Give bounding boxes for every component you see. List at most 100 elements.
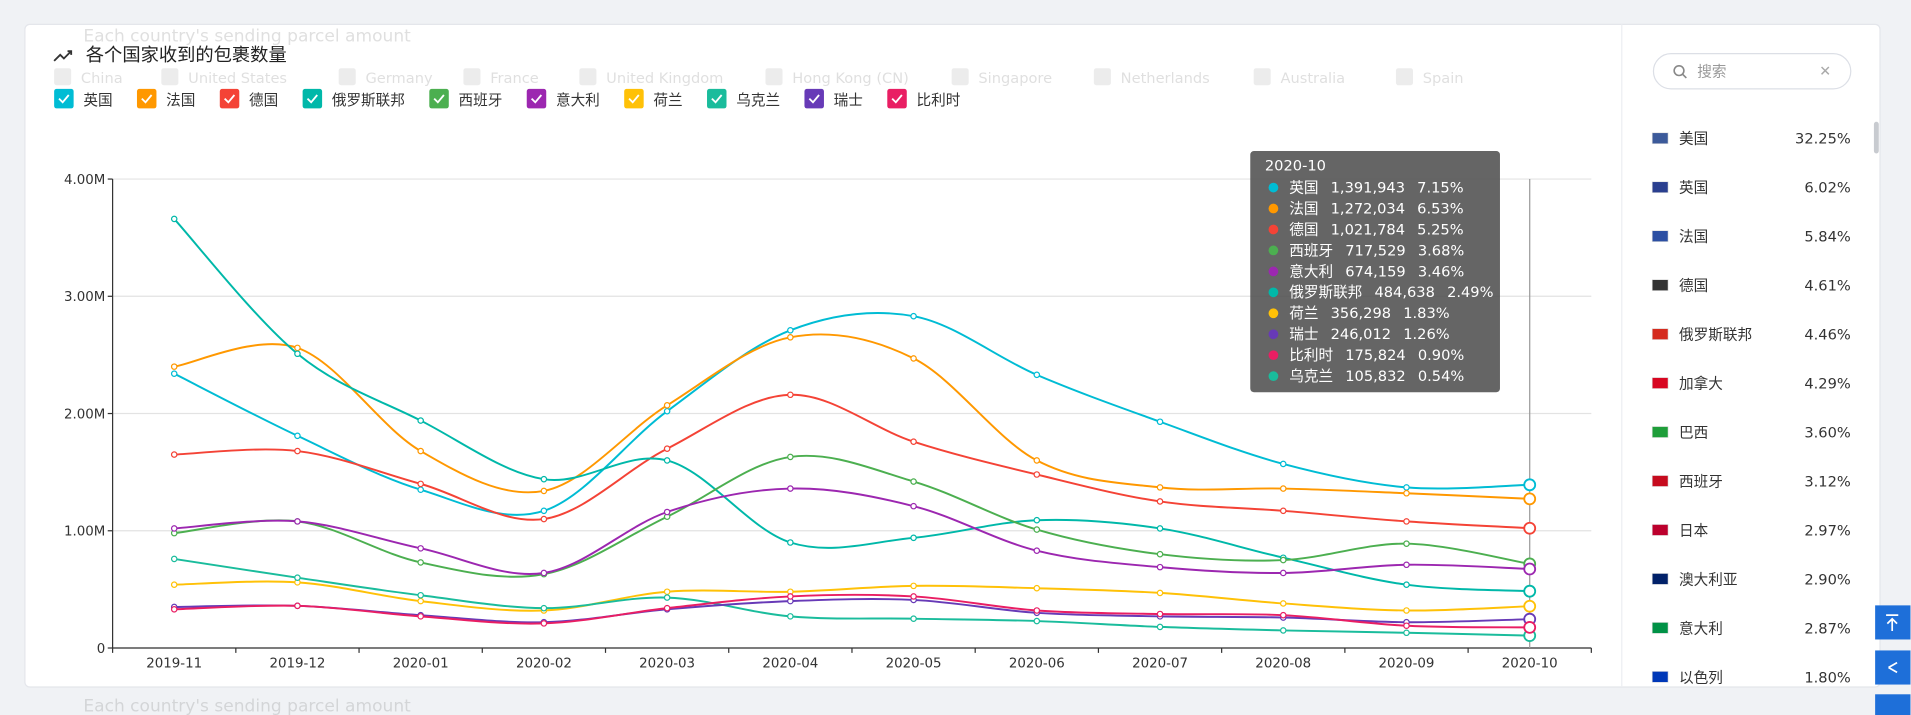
data-point	[170, 606, 178, 613]
tooltip-share: 0.90%	[1418, 347, 1465, 364]
legend-checkbox[interactable]	[526, 88, 547, 109]
check-icon	[58, 94, 70, 104]
flag	[1651, 132, 1669, 145]
data-point	[294, 344, 301, 352]
data-point	[1279, 485, 1287, 492]
y-tick-label: 0	[97, 642, 106, 657]
search-box[interactable]	[1652, 52, 1852, 90]
tooltip-share: 1.83%	[1403, 305, 1450, 322]
tooltip-name: 瑞士	[1289, 326, 1318, 343]
country-name[interactable]: 意大利	[1679, 619, 1723, 637]
ghost-legend-label: Spain	[1423, 70, 1464, 87]
data-point	[294, 447, 301, 455]
legend-checkbox[interactable]	[219, 88, 240, 109]
data-point	[910, 615, 917, 622]
data-point	[1033, 547, 1041, 554]
tooltip-share: 1.26%	[1403, 326, 1450, 343]
data-point	[910, 534, 917, 542]
data-point	[1403, 629, 1410, 637]
tooltip-row: 法国 1,272,034 6.53%	[1289, 200, 1463, 217]
legend-checkbox[interactable]	[136, 88, 157, 109]
legend-checkbox[interactable]	[624, 88, 644, 109]
data-point	[540, 507, 548, 515]
data-point	[170, 363, 178, 370]
flag	[1651, 573, 1669, 585]
data-point	[1523, 620, 1537, 634]
country-name[interactable]: 俄罗斯联邦	[1679, 327, 1752, 344]
legend-label: 意大利	[556, 91, 600, 109]
data-point	[1156, 623, 1164, 631]
country-share: 2.97%	[1804, 522, 1851, 539]
data-point	[1403, 607, 1410, 614]
more-button[interactable]	[1875, 694, 1911, 715]
x-tick-label: 2020-02	[516, 656, 572, 671]
tooltip-share: 0.54%	[1418, 368, 1465, 385]
series-line	[174, 580, 1530, 612]
legend-checkbox[interactable]	[887, 88, 907, 109]
country-name[interactable]: 德国	[1679, 277, 1708, 295]
country-share: 4.46%	[1804, 327, 1851, 344]
tooltip-label: 1,272,034	[1331, 200, 1405, 217]
data-point	[540, 620, 548, 627]
tooltip-label: 1,021,784	[1331, 221, 1405, 238]
series-line	[173, 312, 1530, 516]
x-tick-label: 2020-07	[1132, 656, 1188, 671]
country-name[interactable]: 加拿大	[1679, 375, 1723, 393]
data-point	[1403, 581, 1410, 588]
tooltip-row: 俄罗斯联邦 484,638 2.49%	[1289, 284, 1493, 301]
ghost-checkbox	[338, 68, 356, 86]
data-point	[170, 555, 178, 563]
trend-icon	[53, 50, 73, 62]
x-tick-label: 2020-01	[393, 656, 449, 671]
legend-checkbox[interactable]	[54, 88, 74, 109]
data-point	[1033, 584, 1041, 592]
flag	[1651, 622, 1669, 634]
country-name[interactable]: 西班牙	[1679, 473, 1723, 490]
data-point	[1033, 607, 1041, 614]
data-point	[910, 593, 917, 600]
ghost-checkbox	[161, 68, 179, 86]
country-name[interactable]: 澳大利亚	[1679, 571, 1737, 588]
data-point	[1279, 556, 1287, 564]
tooltip-name: 德国	[1289, 220, 1318, 238]
tooltip-label: 717,529	[1345, 242, 1405, 259]
legend-checkbox[interactable]	[302, 88, 323, 109]
share-button[interactable]	[1875, 650, 1911, 685]
tooltip-share: 7.15%	[1417, 179, 1464, 196]
legend-label: 德国	[249, 91, 278, 109]
data-point	[910, 582, 917, 590]
tooltip-name: 英国	[1289, 178, 1318, 196]
tooltip-name: 意大利	[1289, 262, 1333, 280]
series-line	[174, 333, 1530, 500]
tooltip-dot	[1268, 224, 1279, 235]
ghost-legend-label: United States	[188, 70, 287, 87]
tooltip-label: 356,298	[1331, 305, 1391, 322]
data-point	[1279, 569, 1287, 577]
country-name[interactable]: 美国	[1679, 131, 1708, 148]
tooltip-label: 175,824	[1345, 347, 1405, 364]
ghost-title: Each country's sending parcel amount	[83, 696, 411, 715]
ghost-checkbox	[1253, 68, 1271, 86]
data-point	[787, 613, 794, 620]
tooltip-row: 意大利 674,159 3.46%	[1289, 262, 1464, 280]
x-tick-label: 2020-06	[1009, 656, 1065, 671]
country-name[interactable]: 日本	[1679, 522, 1709, 539]
legend-checkbox[interactable]	[707, 88, 727, 109]
search-icon	[1673, 64, 1685, 77]
legend-checkbox[interactable]	[804, 88, 824, 109]
x-tick-label: 2019-12	[269, 656, 325, 671]
country-name[interactable]: 巴西	[1679, 425, 1708, 442]
country-name[interactable]: 以色列	[1679, 669, 1723, 686]
data-point	[1033, 526, 1041, 533]
tooltip-row: 英国 1,391,943 7.15%	[1289, 178, 1463, 196]
check-icon	[224, 94, 236, 104]
data-point	[1403, 518, 1410, 525]
country-name[interactable]: 法国	[1679, 229, 1708, 246]
country-name[interactable]: 英国	[1679, 179, 1708, 197]
country-share: 3.12%	[1804, 473, 1851, 490]
x-tick-label: 2019-11	[146, 656, 202, 671]
plot: 0 1.00M 2.00M 3.00M 4.00M 2019-11 2019-12 2020-…	[64, 173, 1592, 671]
data-point	[170, 451, 178, 458]
legend-checkbox[interactable]	[429, 88, 449, 109]
clear-icon[interactable]	[1821, 66, 1830, 75]
